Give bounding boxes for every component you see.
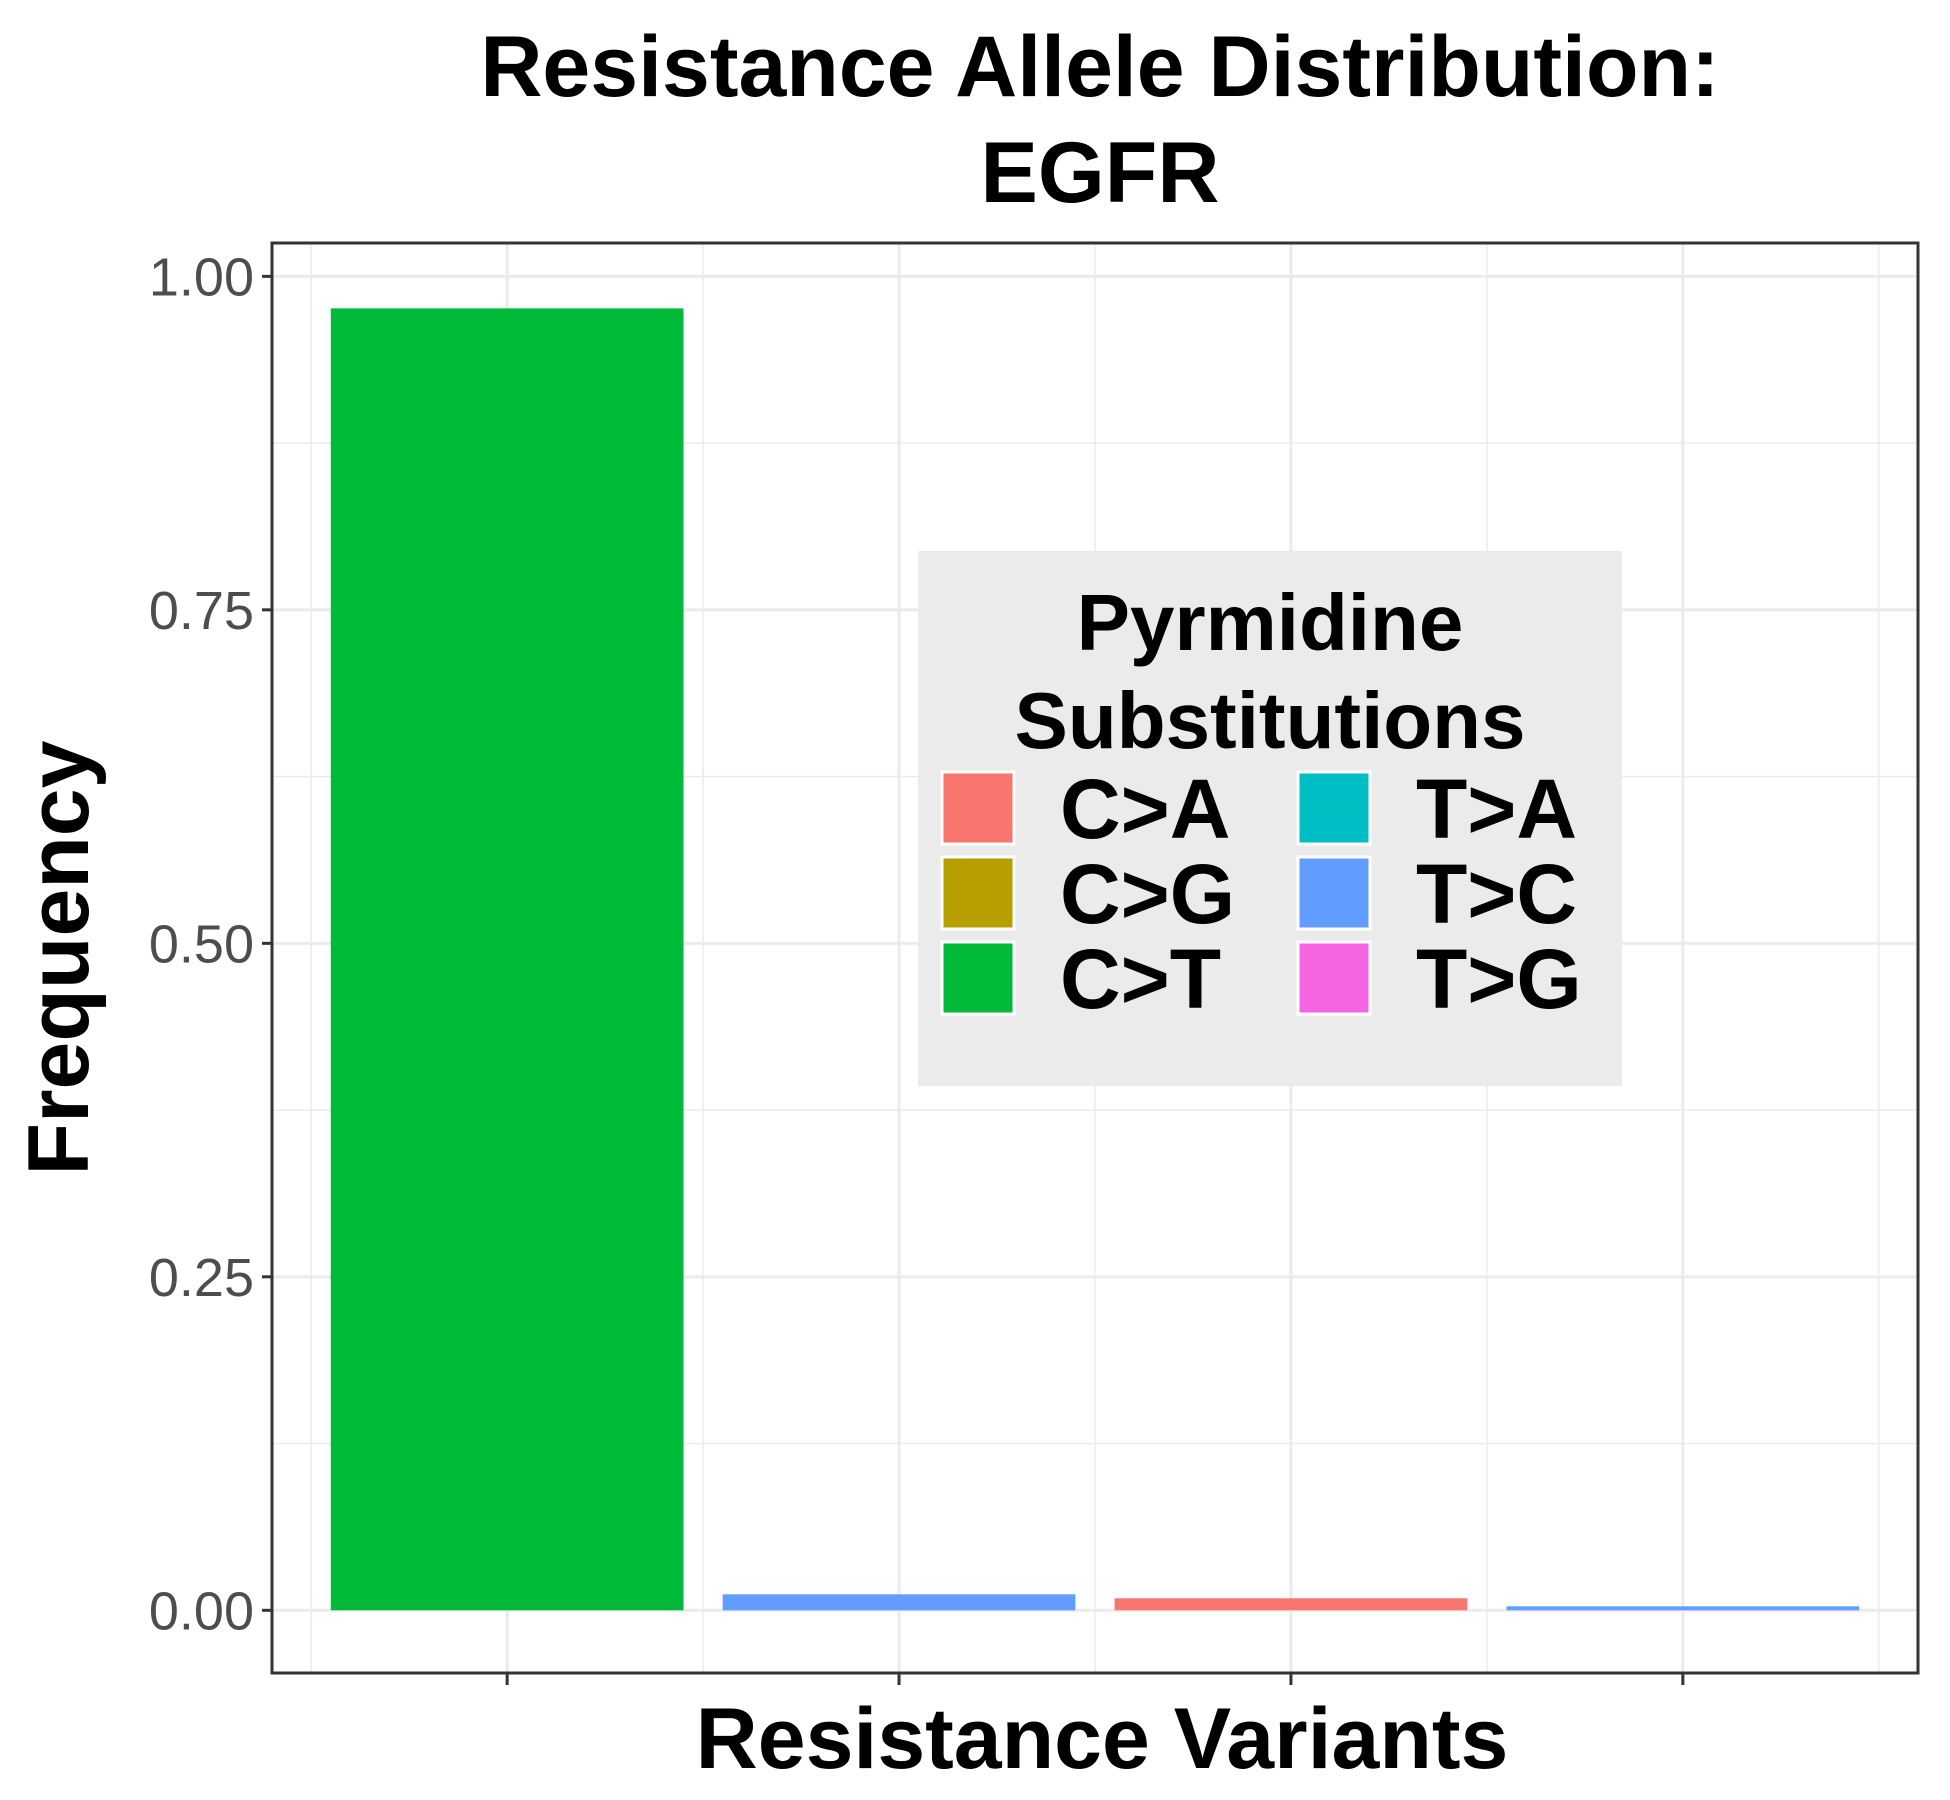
- legend-title-line-1: Pyrmidine: [1077, 578, 1464, 667]
- legend-key: [940, 855, 1016, 931]
- legend-key: [940, 770, 1016, 846]
- legend-key: [1296, 940, 1372, 1016]
- bar: [722, 1594, 1076, 1611]
- chart-title-line-1: Resistance Allele Distribution:: [480, 19, 1719, 115]
- legend-label: T>G: [1416, 932, 1582, 1026]
- legend: Pyrmidine Substitutions C>AC>GC>T T>AT>CT…: [918, 551, 1622, 1086]
- legend-label: T>A: [1416, 762, 1577, 856]
- bar: [1506, 1606, 1860, 1611]
- axes: 0.00 0.25 0.50 0.75 1.00: [149, 247, 1685, 1685]
- legend-items: C>AC>GC>T T>AT>CT>G: [940, 762, 1582, 1026]
- legend-label: C>A: [1060, 762, 1230, 856]
- legend-label: C>G: [1060, 847, 1235, 941]
- y-tick-label: 0.25: [149, 1248, 254, 1308]
- legend-key: [1296, 855, 1372, 931]
- y-axis-title: Frequency: [11, 740, 107, 1175]
- y-tick-label: 1.00: [149, 247, 254, 307]
- x-axis-title: Resistance Variants: [696, 1691, 1509, 1787]
- legend-key: [940, 940, 1016, 1016]
- legend-label: T>C: [1416, 847, 1577, 941]
- bars: [330, 308, 1860, 1611]
- chart-title-line-2: EGFR: [981, 125, 1220, 221]
- bar: [1114, 1598, 1468, 1611]
- y-tick-label: 0.75: [149, 581, 254, 641]
- plot-border: [270, 241, 1920, 1675]
- legend-key: [1296, 770, 1372, 846]
- y-tick-label: 0.50: [149, 914, 254, 974]
- bar: [330, 308, 684, 1611]
- legend-title-line-2: Substitutions: [1014, 676, 1525, 765]
- legend-label: C>T: [1060, 932, 1221, 1026]
- y-tick-label: 0.00: [149, 1581, 254, 1641]
- legend-background: [918, 551, 1622, 1086]
